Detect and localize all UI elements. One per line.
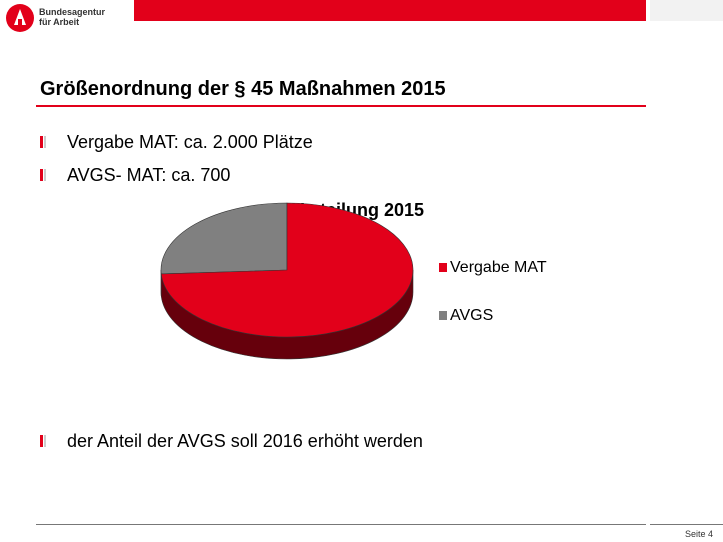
pie-chart: Verteilung 2015 Vergabe MAT AVGS [150,195,590,405]
title-underline [36,105,646,107]
legend: Vergabe MAT AVGS [439,259,547,324]
legend-label: AVGS [450,307,493,324]
pie-group [160,202,414,360]
bullet-marker-icon [40,169,46,181]
logo-line-2: für Arbeit [39,17,80,27]
header-accent-bar [134,0,646,21]
page-number: Seite 4 [684,529,713,539]
pie-slice-vergabe-mat [160,202,414,338]
bullet-text: der Anteil der AVGS soll 2016 erhöht wer… [67,431,423,451]
bullet-text: Vergabe MAT: ca. 2.000 Plätze [67,132,313,152]
legend-label: Vergabe MAT [450,259,547,276]
slide-title: Größenordnung der § 45 Maßnahmen 2015 [40,78,446,100]
pie-slice-avgs [160,202,288,275]
footer-rule-right [650,524,723,525]
bullet-text: AVGS- MAT: ca. 700 [67,165,231,185]
legend-swatch [439,263,447,272]
footer-rule [36,524,646,525]
logo-line-1: Bundesagentur [39,7,106,17]
bullet-marker-icon [40,435,46,447]
ba-logo-icon [6,4,34,32]
logo-text: Bundesagentur für Arbeit [39,7,105,27]
header-gray-block [650,0,723,21]
bullet-marker-icon [40,136,46,148]
ba-logo: Bundesagentur für Arbeit [6,4,126,34]
legend-swatch [439,311,447,320]
